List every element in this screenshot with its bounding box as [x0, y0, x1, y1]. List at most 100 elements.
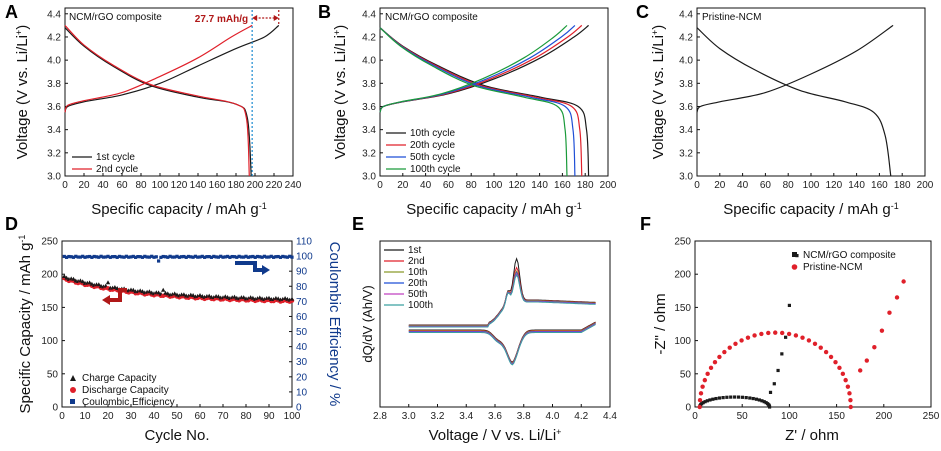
x-tick-label-c: 20: [714, 180, 726, 191]
panel-e: E 2.8 3.0 3.2 3.4 3.6 3.8 4.0 4.2 4.4 1st2nd10th…: [352, 214, 617, 444]
efficiency-point: [278, 255, 283, 259]
charge-point: [266, 295, 272, 300]
legend-f: NCM/rGO composite Pristine-NCM: [791, 250, 896, 273]
pristine-point: [697, 404, 702, 410]
pristine-point: [700, 384, 705, 389]
y-tick-label-c: 4.2: [679, 32, 693, 43]
x-axis-label-a: Specific capacity / mAh g-1: [91, 201, 267, 218]
efficiency-point: [152, 255, 156, 259]
composite-point: [729, 395, 733, 399]
composite-point: [711, 397, 715, 401]
efficiency-point: [111, 255, 115, 259]
panel-b: B NCM/rGO composite 0 20 40 60 80 100 120 140 16…: [318, 2, 617, 218]
x-tick-label-b: 80: [466, 180, 478, 191]
pristine-point: [864, 358, 870, 363]
composite-point: [757, 398, 761, 402]
pristine-point: [848, 404, 853, 410]
capacity-arrowhead: [102, 295, 110, 305]
composite-point: [701, 401, 705, 405]
composite-point: [703, 400, 707, 404]
charge-point: [140, 289, 145, 294]
charge-point: [78, 278, 83, 283]
pristine-point: [858, 368, 863, 373]
efficiency-arrowhead: [262, 265, 270, 275]
x-tick-label-b: 100: [486, 180, 503, 191]
charge-point: [190, 293, 196, 298]
efficiency-point: [71, 255, 76, 259]
efficiency-point: [88, 254, 92, 259]
efficiency-point: [230, 254, 234, 259]
charge-point: [131, 287, 136, 292]
composite-point: [717, 396, 722, 400]
pristine-point: [759, 331, 764, 337]
efficiency-point: [262, 254, 266, 258]
x-axis-label-d: Cycle No.: [144, 427, 209, 444]
x-tick-label-b: 140: [531, 180, 548, 191]
legend-label-10th: 10th: [408, 267, 427, 278]
x-tick-label-e: 3.4: [459, 411, 473, 422]
arrowhead-left: [252, 15, 258, 21]
charge-point: [232, 294, 237, 299]
charge-point: [200, 293, 205, 298]
composite-point: [780, 352, 784, 356]
panel-label-d: D: [5, 214, 18, 234]
y-tick-label-a: 3.0: [47, 172, 61, 183]
lines-b: [379, 24, 590, 177]
efficiency-point: [265, 255, 269, 259]
charge-point: [225, 295, 230, 300]
composite-point: [744, 395, 748, 400]
ticks-f: 0 50 100 150 200 250 0 50 100 150 200 250: [674, 237, 939, 423]
y2-tick-label-d: 110: [296, 237, 312, 248]
y-axis-label-e: dQ/dV (Ah/V): [360, 285, 375, 362]
charge-point: [241, 295, 246, 300]
charge-curve-100th-cycle: [379, 24, 568, 113]
pristine-point: [773, 330, 778, 335]
efficiency-point: [67, 254, 71, 259]
efficiency-point: [219, 254, 223, 258]
legend-label-discharge: Discharge Capacity: [82, 385, 169, 396]
y-tick-label-b: 3.8: [362, 79, 376, 90]
efficiency-point: [163, 255, 168, 259]
charge-point: [138, 288, 143, 293]
y2-tick-label-d: 50: [296, 327, 308, 338]
efficiency-point: [283, 255, 287, 259]
pristine-point: [702, 377, 708, 383]
y-tick-label-d: 250: [41, 237, 58, 248]
efficiency-point: [274, 255, 278, 259]
x-tick-label-a: 80: [135, 180, 147, 191]
efficiency-point: [186, 254, 191, 259]
y-tick-label-a: 3.4: [47, 125, 61, 136]
x-tick-label-c: 160: [871, 180, 888, 191]
efficiency-point: [90, 255, 94, 259]
y-axis-label-d: Specific Capacity / mAh g-1: [17, 235, 34, 414]
x-tick-label-b: 40: [420, 180, 432, 191]
efficiency-point: [255, 254, 260, 259]
efficiency-point: [62, 254, 66, 259]
x-tick-label-a: 0: [62, 180, 68, 191]
x-tick-label-b: 20: [397, 180, 409, 191]
x-tick-label-c: 200: [917, 180, 934, 191]
composite-point: [736, 395, 741, 399]
y-tick-label-b: 4.4: [362, 9, 376, 20]
y-tick-label-c: 3.8: [679, 79, 693, 90]
efficiency-point: [117, 254, 122, 259]
x-axis-label-b: Specific capacity / mAh g-1: [406, 201, 582, 218]
panel-label-e: E: [352, 214, 364, 234]
y-axis-label-b: Voltage (V vs. Li/Li+): [332, 25, 349, 160]
efficiency-point: [120, 255, 124, 259]
charge-point: [165, 291, 170, 296]
x-tick-label-a: 60: [116, 180, 128, 191]
y-tick-label-c: 3.6: [679, 102, 693, 113]
legend-label-1st: 1st: [408, 245, 422, 256]
legend-marker-efficiency: [70, 399, 75, 404]
x-tick-label-c: 100: [803, 180, 820, 191]
x-tick-label-c: 120: [825, 180, 842, 191]
pristine-point: [840, 371, 846, 377]
efficiency-point: [285, 255, 289, 259]
points-f: [697, 254, 906, 410]
legend-b: 10th cycle 20th cycle 50th cycle 100th c…: [386, 128, 461, 175]
y2-tick-label-d: 40: [296, 342, 308, 353]
pristine-point: [894, 295, 900, 300]
charge-point: [216, 294, 221, 299]
y-tick-label-c: 4.4: [679, 9, 693, 20]
